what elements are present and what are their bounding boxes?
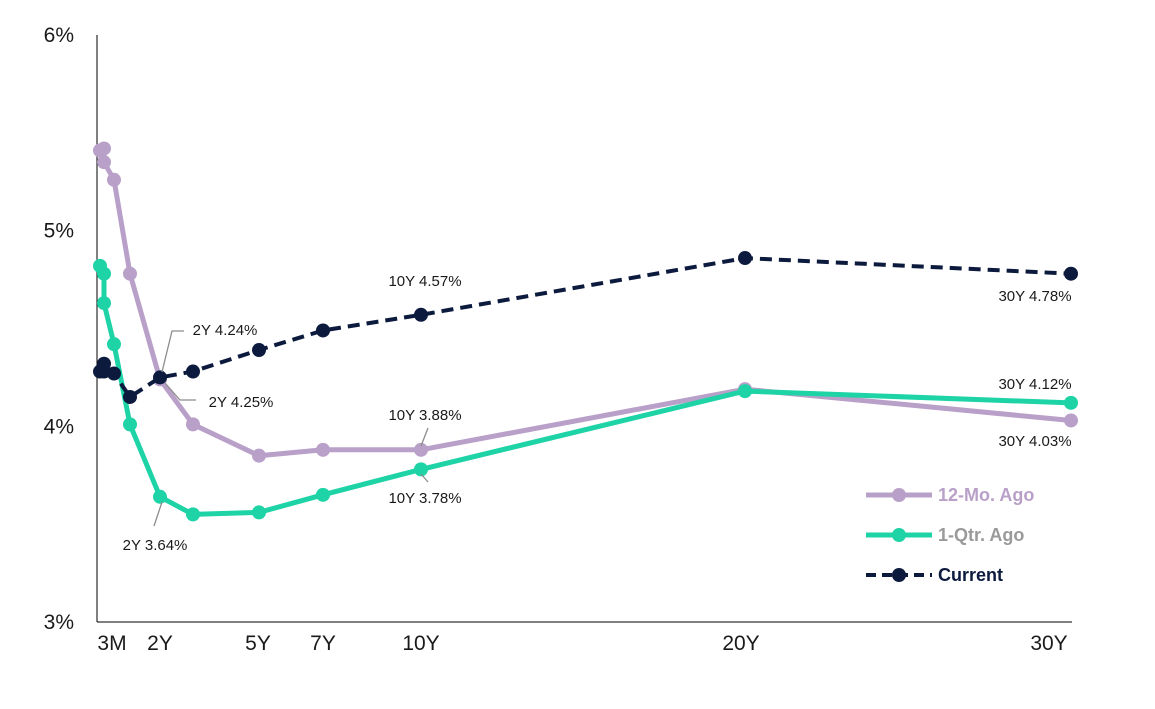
annotation-layer: 10Y 4.57% 30Y 4.78% 2Y 4.24% 2Y 4.25% 10Y 3.… bbox=[123, 273, 1072, 554]
data-label: 10Y 4.57% bbox=[388, 273, 461, 290]
data-point bbox=[97, 296, 111, 311]
data-point bbox=[1064, 266, 1078, 281]
data-point bbox=[316, 442, 330, 457]
x-tick-label: 30Y bbox=[1030, 632, 1067, 655]
data-label: 2Y 3.64% bbox=[123, 537, 188, 554]
data-point bbox=[97, 266, 111, 281]
data-point bbox=[123, 417, 137, 432]
data-point bbox=[97, 356, 111, 371]
data-point bbox=[252, 505, 266, 520]
legend-label: 12-Mo. Ago bbox=[938, 485, 1034, 505]
annotation-leader bbox=[164, 382, 196, 401]
series-current bbox=[93, 251, 1078, 404]
data-label: 2Y 4.25% bbox=[209, 394, 274, 411]
data-point bbox=[153, 489, 167, 504]
data-label: 30Y 4.78% bbox=[998, 288, 1071, 305]
y-tick-label: 3% bbox=[44, 611, 74, 634]
data-point bbox=[1064, 413, 1078, 428]
data-point bbox=[107, 366, 121, 381]
data-point bbox=[123, 266, 137, 281]
x-tick-label: 5Y bbox=[245, 632, 271, 655]
data-point bbox=[738, 251, 752, 266]
legend-swatch-marker bbox=[892, 488, 906, 502]
legend-label: Current bbox=[938, 565, 1003, 585]
x-tick-label: 20Y bbox=[722, 632, 759, 655]
data-point bbox=[97, 141, 111, 156]
data-label: 10Y 3.88% bbox=[388, 407, 461, 424]
data-label: 30Y 4.12% bbox=[998, 376, 1071, 393]
data-label: 2Y 4.24% bbox=[193, 322, 258, 339]
legend-item: 12-Mo. Ago bbox=[866, 485, 1034, 505]
data-point bbox=[1064, 395, 1078, 410]
data-point bbox=[186, 417, 200, 432]
y-tick-label: 5% bbox=[44, 220, 74, 243]
data-point bbox=[97, 155, 111, 170]
legend-label: 1-Qtr. Ago bbox=[938, 525, 1024, 545]
data-point bbox=[414, 462, 428, 477]
legend-item: 1-Qtr. Ago bbox=[866, 525, 1024, 545]
legend-item: Current bbox=[866, 565, 1003, 585]
series-12-mo-ago bbox=[93, 141, 1078, 463]
y-tick-label: 4% bbox=[44, 415, 74, 438]
annotation-leader bbox=[153, 501, 163, 527]
data-point bbox=[738, 384, 752, 399]
annotation-leader bbox=[420, 427, 429, 447]
x-tick-label: 2Y bbox=[147, 632, 173, 655]
data-point bbox=[316, 323, 330, 338]
x-tick-label: 10Y bbox=[402, 632, 439, 655]
data-point bbox=[414, 307, 428, 322]
annotation-leader bbox=[420, 473, 429, 483]
data-point bbox=[252, 343, 266, 358]
x-tick-label: 3M bbox=[97, 632, 126, 655]
data-point bbox=[316, 487, 330, 502]
data-point bbox=[186, 364, 200, 379]
data-point bbox=[123, 389, 137, 404]
data-point bbox=[107, 337, 121, 352]
data-point bbox=[153, 370, 167, 385]
series-line bbox=[97, 264, 1072, 517]
series-1-qtr-ago bbox=[93, 258, 1078, 522]
data-point bbox=[186, 507, 200, 522]
data-label: 30Y 4.03% bbox=[998, 433, 1071, 450]
legend: 12-Mo. Ago 1-Qtr. Ago Current bbox=[866, 485, 1034, 585]
series-layer bbox=[93, 141, 1078, 522]
data-point bbox=[107, 172, 121, 187]
legend-swatch-marker bbox=[892, 568, 906, 582]
y-tick-label: 6% bbox=[44, 24, 74, 47]
data-point bbox=[414, 442, 428, 457]
chart-axes: 3% 4% 5% 6% 3M 2Y 5Y 7Y 10Y 20Y 30Y bbox=[44, 24, 1072, 655]
data-point bbox=[252, 448, 266, 463]
legend-swatch-marker bbox=[892, 528, 906, 542]
annotation-leader bbox=[161, 330, 184, 373]
data-label: 10Y 3.78% bbox=[388, 490, 461, 507]
x-tick-label: 7Y bbox=[310, 632, 336, 655]
